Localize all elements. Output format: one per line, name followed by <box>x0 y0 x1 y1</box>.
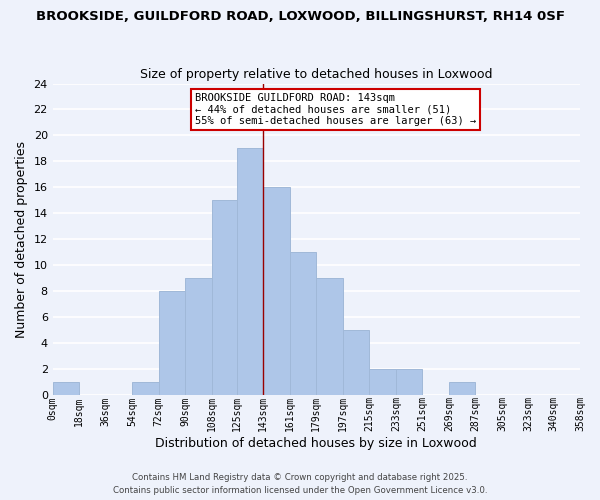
Bar <box>237 148 263 395</box>
Bar <box>290 252 316 395</box>
Text: Contains HM Land Registry data © Crown copyright and database right 2025.
Contai: Contains HM Land Registry data © Crown c… <box>113 474 487 495</box>
Bar <box>53 382 79 395</box>
Bar <box>396 369 422 395</box>
Text: BROOKSIDE GUILDFORD ROAD: 143sqm
← 44% of detached houses are smaller (51)
55% o: BROOKSIDE GUILDFORD ROAD: 143sqm ← 44% o… <box>195 93 476 126</box>
Bar <box>132 382 159 395</box>
Bar <box>316 278 343 395</box>
Bar <box>159 291 185 395</box>
Title: Size of property relative to detached houses in Loxwood: Size of property relative to detached ho… <box>140 68 493 81</box>
Bar <box>185 278 212 395</box>
X-axis label: Distribution of detached houses by size in Loxwood: Distribution of detached houses by size … <box>155 437 477 450</box>
Bar <box>212 200 237 395</box>
Text: BROOKSIDE, GUILDFORD ROAD, LOXWOOD, BILLINGSHURST, RH14 0SF: BROOKSIDE, GUILDFORD ROAD, LOXWOOD, BILL… <box>35 10 565 23</box>
Y-axis label: Number of detached properties: Number of detached properties <box>15 140 28 338</box>
Bar <box>370 369 396 395</box>
Bar <box>449 382 475 395</box>
Bar <box>343 330 370 395</box>
Bar <box>263 188 290 395</box>
